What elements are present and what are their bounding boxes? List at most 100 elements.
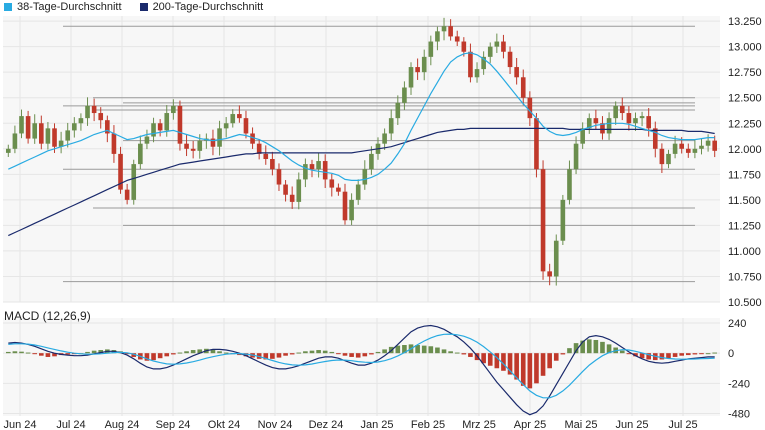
candle-down bbox=[124, 189, 130, 200]
macd-histogram-bar bbox=[19, 351, 24, 354]
candle-down bbox=[448, 26, 453, 37]
macd-histogram-bar bbox=[283, 353, 288, 356]
candle-down bbox=[237, 114, 242, 119]
candle-down bbox=[25, 116, 31, 139]
candle-down bbox=[283, 184, 288, 195]
legend-item-ma38[interactable]: 38-Tage-Durchschnitt bbox=[4, 1, 122, 13]
macd-histogram-bar bbox=[672, 353, 678, 357]
macd-histogram-bar bbox=[395, 345, 401, 354]
candle-down bbox=[105, 120, 110, 134]
macd-histogram-bar bbox=[270, 353, 275, 359]
macd-histogram-bar bbox=[586, 339, 592, 354]
ma200-swatch bbox=[139, 3, 148, 11]
candle-down bbox=[679, 143, 685, 149]
price-tick-label: 12.750 bbox=[728, 67, 762, 79]
x-tick-label: Okt 24 bbox=[208, 419, 240, 430]
candle-up bbox=[441, 26, 447, 32]
candle-down bbox=[534, 118, 539, 170]
macd-histogram-bar bbox=[626, 353, 632, 355]
candle-up bbox=[369, 153, 374, 170]
macd-histogram-bar bbox=[421, 345, 427, 354]
macd-histogram-bar bbox=[362, 353, 368, 357]
macd-indicator bbox=[5, 324, 718, 416]
macd-tick-label: 0 bbox=[728, 348, 734, 360]
macd-histogram-bar bbox=[375, 351, 381, 354]
macd-histogram-bar bbox=[481, 353, 486, 364]
candle-up bbox=[151, 123, 156, 137]
candle-up bbox=[573, 143, 579, 170]
candle-up bbox=[144, 136, 150, 144]
macd-histogram-bar bbox=[65, 353, 71, 355]
macd-histogram-bar bbox=[501, 353, 506, 371]
ma200-line bbox=[8, 127, 715, 237]
macd-histogram-bar bbox=[177, 352, 183, 354]
macd-histogram-bar bbox=[296, 352, 302, 354]
macd-histogram-bar bbox=[217, 351, 222, 354]
macd-histogram-bar bbox=[151, 353, 156, 361]
macd-histogram-bar bbox=[692, 353, 698, 355]
candle-up bbox=[402, 87, 407, 103]
candle-up bbox=[32, 123, 38, 139]
candle-up bbox=[45, 128, 51, 144]
candle-down bbox=[501, 41, 506, 52]
macd-histogram-bar bbox=[547, 353, 552, 369]
candle-down bbox=[593, 118, 599, 124]
macd-histogram-bar bbox=[5, 351, 11, 354]
macd-histogram-bar bbox=[573, 343, 579, 354]
macd-histogram-bar bbox=[705, 353, 711, 355]
price-tick-label: 12.250 bbox=[728, 118, 762, 130]
candle-up bbox=[5, 148, 11, 153]
candle-down bbox=[256, 143, 262, 154]
macd-histogram-bar bbox=[534, 353, 539, 384]
candle-up bbox=[672, 143, 678, 154]
macd-histogram-bar bbox=[679, 353, 685, 356]
candle-down bbox=[111, 133, 117, 154]
legend-item-ma200[interactable]: 200-Tage-Durchschnitt bbox=[139, 1, 263, 13]
candle-up bbox=[633, 118, 638, 124]
candle-down bbox=[210, 138, 216, 147]
x-tick-label: Apr 25 bbox=[514, 419, 546, 430]
macd-histogram-bar bbox=[276, 353, 282, 358]
candle-down bbox=[309, 164, 315, 170]
macd-histogram-bar bbox=[336, 353, 341, 355]
candle-up bbox=[58, 140, 64, 147]
macd-histogram-bar bbox=[243, 353, 249, 357]
candle-down bbox=[712, 140, 718, 151]
macd-histogram-bar bbox=[342, 353, 348, 356]
candle-down bbox=[507, 51, 513, 68]
price-tick-label: 10.500 bbox=[728, 297, 762, 309]
macd-histogram-bar bbox=[402, 345, 407, 354]
macd-histogram-bar bbox=[540, 353, 546, 376]
macd-histogram-bar bbox=[712, 352, 718, 354]
macd-histogram-bar bbox=[415, 345, 420, 354]
candle-down bbox=[157, 123, 163, 131]
x-tick-label: Feb 25 bbox=[411, 419, 445, 430]
macd-histogram-bar bbox=[45, 353, 51, 357]
macd-histogram-bar bbox=[223, 352, 229, 354]
candle-up bbox=[606, 118, 612, 134]
candle-up bbox=[303, 164, 308, 180]
candle-down bbox=[547, 271, 552, 277]
candle-up bbox=[296, 179, 302, 202]
candle-up bbox=[408, 67, 414, 88]
legend: 38-Tage-Durchschnitt 200-Tage-Durchschni… bbox=[4, 1, 263, 13]
candle-down bbox=[600, 123, 605, 134]
candle-down bbox=[270, 159, 275, 170]
macd-histogram-bar bbox=[520, 353, 526, 386]
price-tick-label: 12.500 bbox=[728, 93, 762, 105]
y-axis-labels: 13.250 13.000 12.750 12.500 12.250 12.000 11.7… bbox=[728, 16, 762, 420]
candle-up bbox=[355, 184, 361, 200]
macd-histogram-bar bbox=[210, 350, 216, 354]
candle-down bbox=[454, 36, 460, 42]
macd-line bbox=[8, 324, 715, 416]
macd-histogram-bar bbox=[487, 353, 493, 366]
price-tick-label: 11.000 bbox=[728, 246, 761, 258]
candle-down bbox=[52, 128, 57, 147]
macd-histogram-bar bbox=[124, 353, 130, 355]
macd-histogram-bar bbox=[560, 353, 566, 355]
candle-down bbox=[250, 133, 255, 144]
candle-down bbox=[190, 148, 196, 151]
macd-histogram-bar bbox=[639, 353, 645, 359]
macd-histogram-bar bbox=[633, 353, 638, 357]
macd-histogram-bar bbox=[316, 350, 321, 354]
